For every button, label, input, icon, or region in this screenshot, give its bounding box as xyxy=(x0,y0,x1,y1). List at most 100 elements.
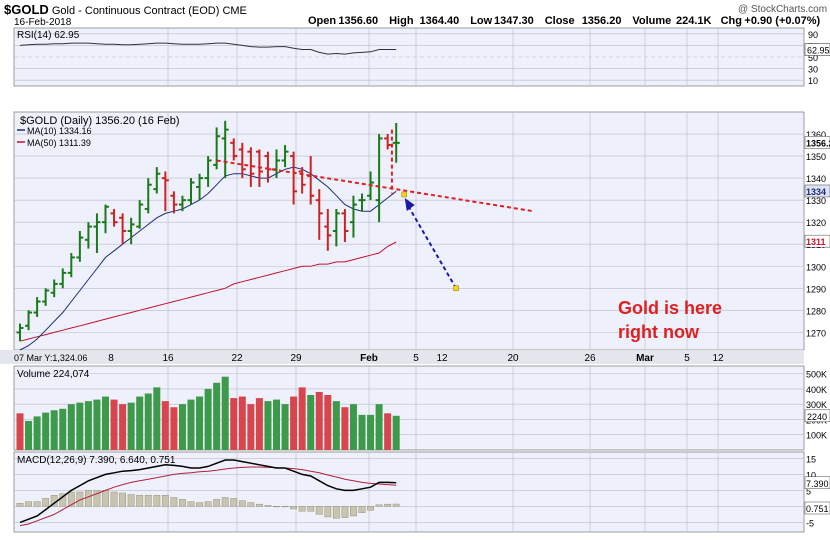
macd-histogram-bar xyxy=(375,504,383,507)
macd-label: MACD(12,26,9) 7.390, 6.640, 0.751 xyxy=(17,455,176,466)
ohlc-bar xyxy=(110,208,118,227)
quote-label-high: High xyxy=(389,15,414,27)
volume-current-box xyxy=(804,409,830,423)
ohlc-bar xyxy=(324,208,332,251)
macd-histogram-bar xyxy=(144,495,152,507)
macd-histogram-bar xyxy=(256,503,263,507)
rsi-tick-label: 10 xyxy=(808,76,818,86)
price-current-label-box xyxy=(804,136,830,149)
macd-histogram-bar xyxy=(179,499,186,507)
quote-label-open: Open xyxy=(308,15,336,27)
ohlc-bar xyxy=(170,191,178,214)
price-tick-label: 1320 xyxy=(806,218,826,228)
ohlc-bar xyxy=(84,222,92,249)
ohlc-bar xyxy=(33,297,41,317)
arrow-target-point xyxy=(401,191,407,198)
rsi-tick-label: 50 xyxy=(808,53,818,63)
ma50-current-label: 1311 xyxy=(806,237,826,247)
quote-value-high: 1364.40 xyxy=(420,15,460,27)
volume-bar xyxy=(392,415,400,450)
macd-histogram-bar xyxy=(298,506,306,512)
ohlc-bar xyxy=(102,204,109,234)
macd-current-box xyxy=(804,476,830,490)
quote-label-close: Close xyxy=(545,15,575,27)
volume-tick-label: 500K xyxy=(806,370,827,380)
volume-bar xyxy=(127,402,135,450)
volume-bar xyxy=(33,416,41,450)
price-tick-label: 1360 xyxy=(806,130,826,140)
ohlc-bar xyxy=(50,279,58,298)
macd-signal-line xyxy=(19,466,397,527)
ohlc-bar xyxy=(238,142,246,179)
rsi-current-box xyxy=(804,43,830,56)
macd-histogram-bar xyxy=(110,491,118,507)
macd-histogram-bar xyxy=(127,494,135,507)
ohlc-bar xyxy=(358,193,366,212)
x-tick-label: 29 xyxy=(290,353,302,364)
rsi-current-label: 62.95 xyxy=(807,45,830,55)
rsi-tick-label: 90 xyxy=(808,30,818,40)
price-tick-label: 1340 xyxy=(806,174,826,184)
x-tick-label: 22 xyxy=(231,353,243,364)
quote-value-chg: +0.90 (+0.07%) xyxy=(744,15,820,27)
volume-bar xyxy=(358,414,366,450)
macd-histogram-bar xyxy=(33,501,41,507)
price-tick-label: 1280 xyxy=(806,306,826,316)
macd-histogram-bar xyxy=(273,506,280,508)
volume-tick-label: 400K xyxy=(806,385,827,395)
macd-line xyxy=(19,459,397,524)
volume-bar xyxy=(84,401,92,450)
ohlc-bar xyxy=(204,156,212,187)
ohlc-bar xyxy=(375,134,383,223)
macd-histogram-bar xyxy=(204,501,212,507)
volume-bar xyxy=(213,382,221,450)
ohlc-bar xyxy=(213,127,221,170)
header-symbol: $GOLD xyxy=(4,2,49,17)
macd-histogram-bar xyxy=(170,497,178,507)
macd-histogram-bar xyxy=(281,506,289,508)
ohlc-bar xyxy=(136,200,144,229)
ohlc-bar xyxy=(127,217,135,245)
macd-histogram-bar xyxy=(332,506,340,519)
volume-bar xyxy=(144,393,152,450)
x-tick-label: Feb xyxy=(360,353,378,364)
ohlc-bar xyxy=(93,213,101,254)
volume-bar xyxy=(50,410,58,450)
volume-tick-label: 300K xyxy=(806,400,827,410)
x-tick-label: 12 xyxy=(712,353,724,364)
price-tick-label: 1350 xyxy=(806,152,826,162)
macd-histogram-bar xyxy=(213,499,221,507)
volume-bar xyxy=(221,376,229,450)
header-title-row: $GOLD Gold - Continuous Contract (EOD) C… xyxy=(4,2,247,17)
price-tick-label: 1270 xyxy=(806,328,826,338)
macd-histogram-bar xyxy=(25,501,32,507)
macd-panel xyxy=(13,451,805,533)
macd-histogram-bar xyxy=(153,495,161,507)
macd-histogram-bar xyxy=(102,490,109,507)
macd-histogram-bar xyxy=(341,506,349,518)
x-tick-label: 20 xyxy=(507,353,519,364)
macd-histogram-bar xyxy=(367,506,374,511)
x-tick-label: Mar xyxy=(636,353,654,364)
macd-histogram-bar xyxy=(221,497,229,507)
ohlc-bar xyxy=(25,310,33,331)
macd-histogram-bar xyxy=(16,503,24,507)
volume-bar xyxy=(153,387,161,450)
volume-bar xyxy=(161,401,169,450)
x-tick-label: 26 xyxy=(584,353,596,364)
volume-bar xyxy=(42,412,50,450)
ohlc-bar xyxy=(392,123,400,163)
quote-label-low: Low xyxy=(470,15,492,27)
volume-bar xyxy=(110,399,118,450)
ohlc-bar xyxy=(298,167,306,194)
macd-histogram-bar xyxy=(358,506,366,513)
first-date-label: 07 Mar Y:1,324.06 xyxy=(14,353,87,363)
ohlc-bar xyxy=(230,138,238,161)
header-description: Gold - Continuous Contract (EOD) xyxy=(51,5,220,17)
volume-bar xyxy=(341,407,349,450)
volume-bar xyxy=(16,413,24,450)
macd-histogram-bar xyxy=(384,503,392,507)
annotation-text-line2: right now xyxy=(618,322,700,342)
ma10-line xyxy=(19,166,397,351)
